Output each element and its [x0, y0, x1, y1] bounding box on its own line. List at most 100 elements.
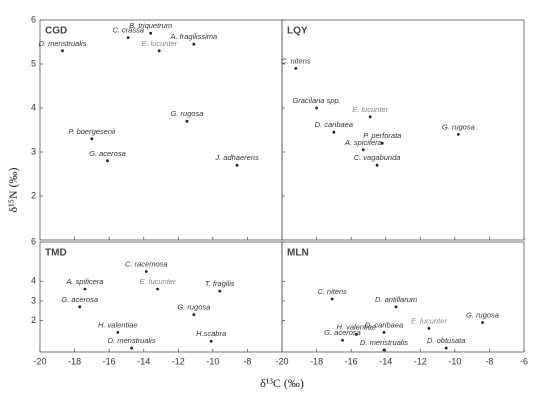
panel-title: MLN [287, 248, 309, 259]
point [78, 305, 82, 309]
point [83, 287, 87, 291]
point-label: C. nitens [317, 287, 347, 296]
x-axis-label: δ¹³C (‰) [260, 376, 304, 390]
y-tick-label: 4 [31, 102, 36, 112]
panel-frame [281, 19, 525, 241]
point-label: G. rugosa [466, 311, 499, 320]
point-label: C. racemosa [125, 259, 168, 268]
point [90, 137, 94, 141]
point [456, 133, 460, 136]
point-label: D. menstrualis [360, 338, 408, 347]
point-label: H. valentiae [98, 320, 138, 329]
point [192, 42, 196, 46]
point [116, 330, 120, 334]
point [157, 49, 161, 53]
point-label: D. menstrualis [39, 39, 87, 48]
point-label: H.scabra [196, 329, 226, 338]
point [192, 313, 196, 317]
point-label: D. obtusata [427, 336, 465, 345]
point-label: P. perforata [363, 131, 401, 140]
point-label: T. fragilis [205, 279, 235, 288]
x-tick-label: -14 [379, 356, 392, 366]
point-label: Gracilaria spp. [292, 96, 340, 105]
point [106, 159, 109, 163]
panel-frame [281, 241, 525, 353]
point [361, 148, 365, 152]
x-tick-label: -14 [137, 356, 150, 366]
x-tick-label: -8 [485, 356, 493, 366]
point [382, 348, 386, 352]
point [126, 36, 130, 39]
point [330, 297, 334, 301]
point [294, 67, 298, 70]
point-label: A. spificera [65, 277, 103, 286]
x-tick-label: -16 [345, 356, 358, 366]
point [144, 270, 148, 273]
panel-title: CGD [45, 26, 67, 37]
y-tick-label: 6 [31, 14, 36, 24]
point-label: G. rugosa [442, 122, 475, 131]
x-tick-label: -10 [206, 356, 219, 366]
point-label: E. lucunter [411, 316, 447, 325]
point [382, 330, 386, 334]
point [235, 163, 239, 167]
x-tick-label: -12 [414, 356, 427, 366]
point-label: J. adhaerens [214, 153, 259, 162]
point [368, 115, 372, 119]
point [481, 321, 484, 324]
point [149, 31, 153, 35]
x-tick-label: -20 [275, 356, 288, 366]
point-label: E. lucunter [140, 277, 176, 286]
point-label: G. rugosa [177, 303, 210, 312]
point [130, 346, 134, 350]
x-tick-label: -16 [103, 356, 116, 366]
point-label: B. triquetrum [129, 21, 172, 30]
x-tick-label: -18 [68, 356, 81, 366]
point [375, 163, 379, 167]
point-label: C. crassa [112, 26, 144, 35]
point [209, 339, 213, 343]
y-tick-label: 5 [31, 58, 36, 68]
point-label: E. lucunter [352, 105, 388, 114]
point [354, 332, 358, 336]
point-label: A. fragilissima [169, 32, 217, 41]
y-tick-label: 2 [31, 190, 36, 200]
point-label: H. valentiae [337, 322, 377, 331]
point-label: D. caribaea [365, 320, 403, 329]
x-tick-label: -8 [243, 356, 251, 366]
x-tick-label: -12 [172, 356, 185, 366]
point-label: G. acerosa [324, 328, 361, 337]
point [61, 49, 64, 53]
y-tick-label: 2 [31, 315, 36, 325]
point [156, 287, 159, 291]
point-label: D. caribaea [315, 120, 353, 129]
point-label: C. vagabunda [354, 153, 401, 162]
point-label: D. menstrualis [108, 336, 156, 345]
point-label: E. lucunter [141, 39, 177, 48]
point-label: G. acerosa [89, 149, 126, 158]
x-tick-label: -18 [310, 356, 323, 366]
point [444, 346, 448, 350]
x-tick-label: -10 [448, 356, 461, 366]
point [380, 141, 384, 145]
x-tick-label: -6 [520, 356, 528, 366]
y-axis-label: δ¹⁵N (‰) [6, 167, 20, 212]
point [341, 338, 344, 342]
x-tick-label: -20 [33, 356, 46, 366]
point-label: D. antillarum [375, 295, 417, 304]
point [185, 119, 189, 123]
point-label: C. nitens [281, 56, 311, 65]
point [218, 289, 222, 293]
point-label: G. acerosa [61, 295, 98, 304]
y-tick-label: 3 [31, 146, 36, 156]
y-tick-label: 6 [31, 236, 36, 246]
point [332, 130, 336, 134]
point-label: P. boergesenii [68, 127, 115, 136]
point [315, 106, 318, 110]
y-tick-label: 3 [31, 295, 36, 305]
panel-title: TMD [45, 248, 67, 259]
point [394, 305, 398, 309]
point [427, 327, 431, 330]
point-label: G. rugosa [170, 109, 203, 118]
